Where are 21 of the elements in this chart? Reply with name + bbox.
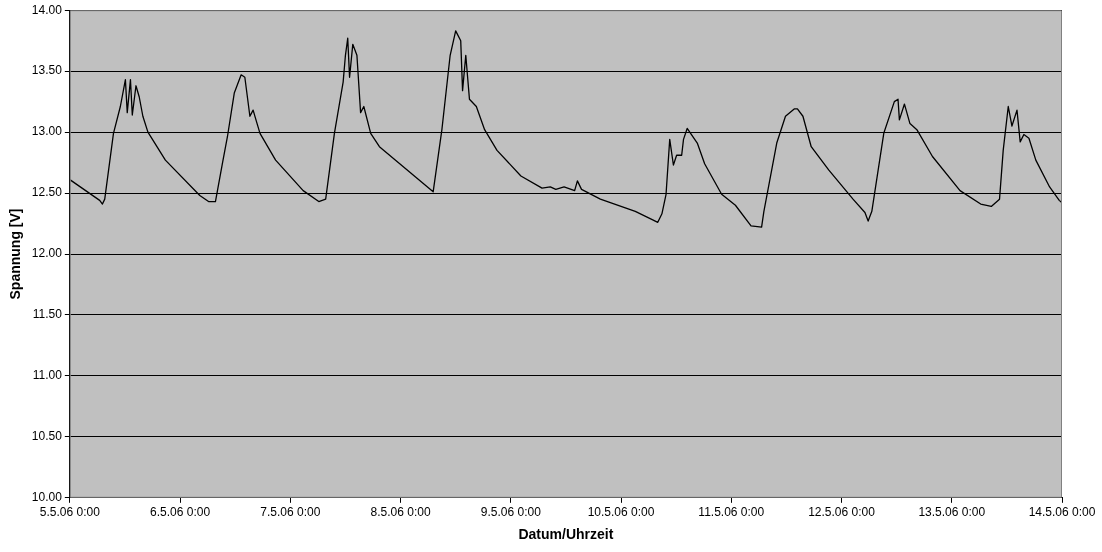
y-tick-label: 11.50 xyxy=(32,307,63,322)
y-tick-label: 13.00 xyxy=(31,124,63,139)
x-tick-label: 7.5.06 0:00 xyxy=(260,505,321,520)
x-tick-label: 6.5.06 0:00 xyxy=(150,505,211,520)
x-tick-label: 5.5.06 0:00 xyxy=(39,505,101,520)
y-axis-title: Spannung [V] xyxy=(7,208,24,300)
y-tick-label: 11.00 xyxy=(32,368,63,383)
y-tick-label: 14.00 xyxy=(31,2,63,17)
x-tick-label: 9.5.06 0:00 xyxy=(480,505,542,520)
y-tick-label: 10.50 xyxy=(31,429,63,444)
x-tick-label: 11.5.06 0:00 xyxy=(698,505,765,520)
y-tick-label: 13.50 xyxy=(31,63,63,78)
x-tick-label: 12.5.06 0:00 xyxy=(808,505,876,520)
y-tick-label: 10.00 xyxy=(31,490,63,505)
x-axis-title: Datum/Uhrzeit xyxy=(518,526,614,543)
y-tick-label: 12.00 xyxy=(31,246,63,261)
y-tick-label: 12.50 xyxy=(31,185,63,200)
x-tick-label: 13.5.06 0:00 xyxy=(918,505,986,520)
x-tick-label: 8.5.06 0:00 xyxy=(370,505,431,520)
x-tick-label: 10.5.06 0:00 xyxy=(587,505,655,520)
x-tick-label: 14.5.06 0:00 xyxy=(1028,505,1096,520)
